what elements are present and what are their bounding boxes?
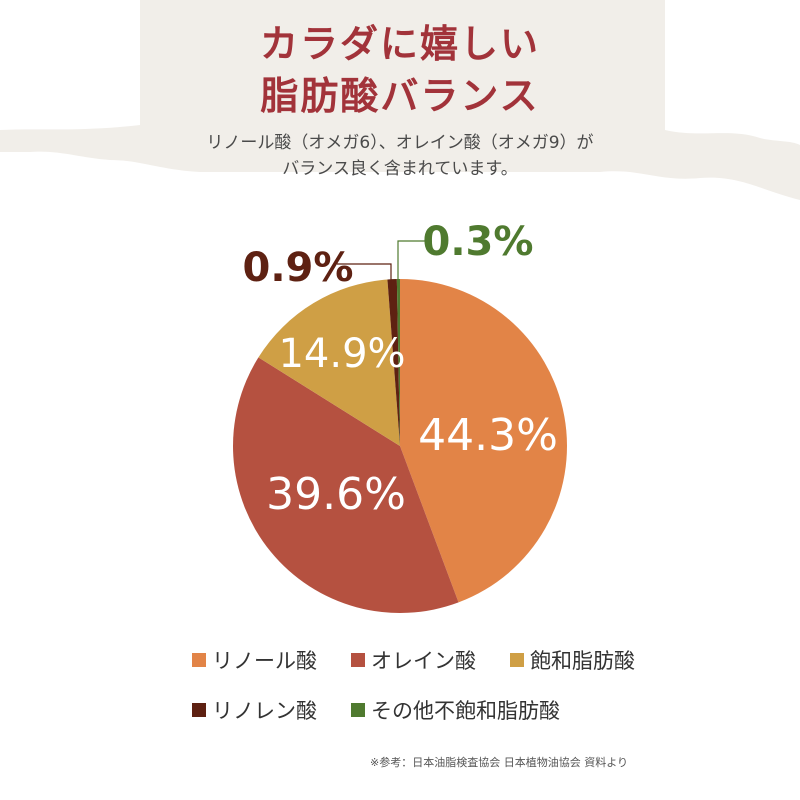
legend-item-linoleic: リノール酸 [192,645,317,675]
legend-item-oleic: オレイン酸 [351,645,476,675]
pie-slice [400,279,567,603]
data-label: 0.3% [423,219,534,265]
source-note: ※参考：日本油脂検査協会 日本植物油協会 資料より [370,756,628,769]
data-label: 14.9% [278,331,405,377]
data-label: 44.3% [418,410,558,461]
legend-item-saturated: 飽和脂肪酸 [510,645,635,675]
legend: リノール酸 オレイン酸 飽和脂肪酸 リノレン酸 その他不飽和脂肪酸 [192,645,752,745]
page-title-line1: カラダに嬉しい [259,22,540,66]
legend-swatch [351,653,365,667]
pie-slice [396,279,400,446]
legend-label: オレイン酸 [371,649,476,673]
pie-chart: 44.3%39.6% 14.9% 0.9% 0.3% [233,219,567,613]
pie-slice [233,357,459,613]
legend-row-2: リノレン酸 その他不飽和脂肪酸 [192,695,752,725]
leader-line [397,240,432,290]
legend-swatch [192,653,206,667]
data-label: 0.9% [243,245,354,291]
leader-line [337,263,392,290]
data-label: 39.6% [266,469,406,520]
legend-label: リノレン酸 [212,699,317,723]
page-title-line2: 脂肪酸バランス [260,74,540,118]
header-background [0,0,800,200]
legend-label: リノール酸 [212,649,317,673]
legend-swatch [351,703,365,717]
subtitle-line2: バランス良く含まれています。 [282,159,518,179]
legend-item-other-unsaturated: その他不飽和脂肪酸 [351,695,560,725]
pie-slice [387,279,400,446]
legend-row-1: リノール酸 オレイン酸 飽和脂肪酸 [192,645,752,675]
legend-swatch [510,653,524,667]
subtitle-line1: リノール酸（オメガ6）、オレイン酸（オメガ9）が [206,133,594,153]
legend-swatch [192,703,206,717]
legend-item-linolenic: リノレン酸 [192,695,317,725]
legend-label: その他不飽和脂肪酸 [371,699,560,723]
pie-slice [258,279,400,446]
legend-label: 飽和脂肪酸 [530,649,635,673]
